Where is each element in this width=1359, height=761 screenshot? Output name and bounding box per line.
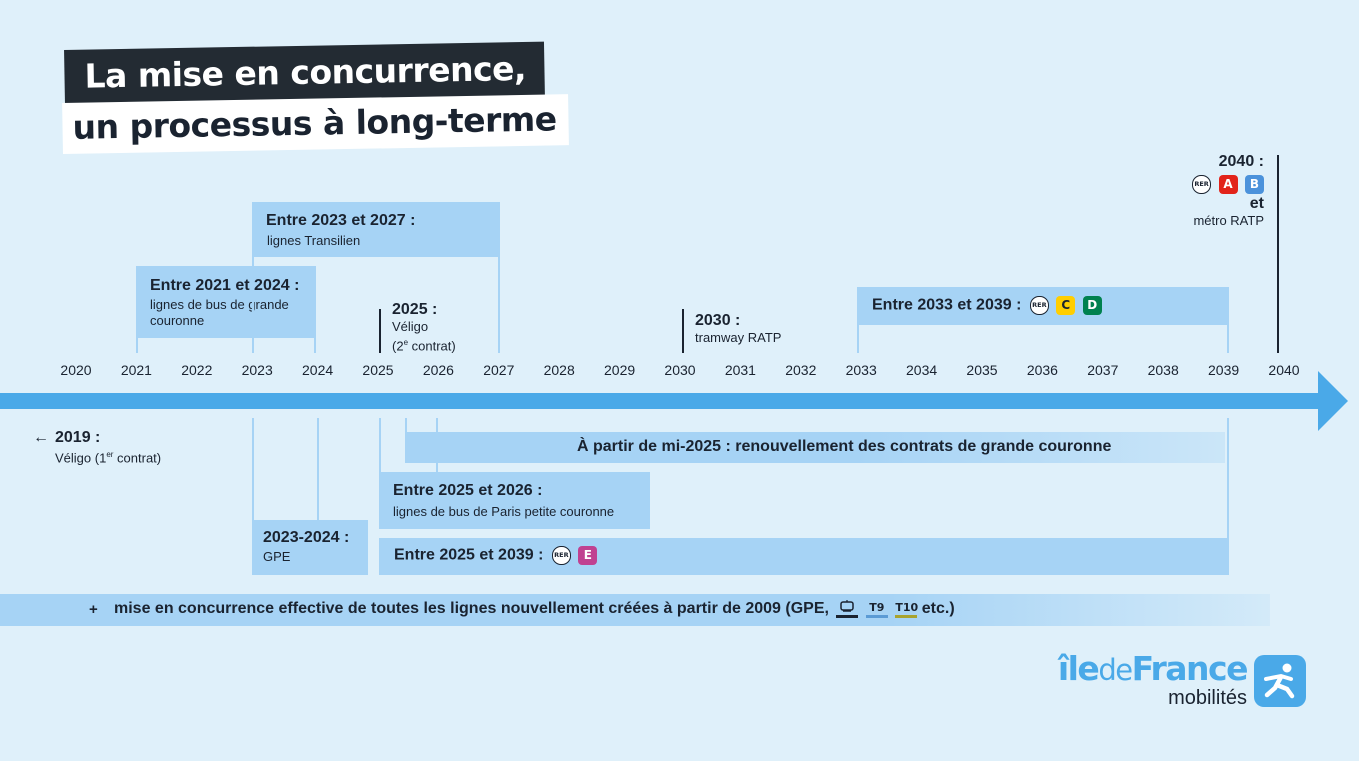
footer-band: + mise en concurrence effective de toute… [0, 594, 1270, 626]
year-label: 2038 [1147, 362, 1179, 378]
box-subtitle: lignes de bus de Paris petite couronne [393, 504, 615, 519]
milestone-2030: 2030 : tramway RATP [695, 312, 781, 346]
marker-line-2040 [1277, 155, 1279, 353]
box-2023-2027: Entre 2023 et 2027 : lignes Transilien [252, 202, 500, 257]
year-label: 2024 [302, 362, 334, 378]
timeline-arrow [0, 371, 1348, 431]
marker-line [252, 418, 254, 520]
box-2033-2039: Entre 2033 et 2039 : RER C D [857, 287, 1229, 325]
band-title: À partir de mi-2025 : renouvellement des… [577, 438, 1112, 455]
box-title: 2023-2024 : [263, 529, 350, 546]
band-mi-2025: À partir de mi-2025 : renouvellement des… [405, 432, 1225, 463]
box-subtitle: GPE [263, 549, 291, 564]
line-c-icon: C [1056, 296, 1076, 315]
box-title: Entre 2023 et 2027 : [266, 212, 416, 229]
box-title: Entre 2033 et 2039 : RER C D [872, 296, 1102, 315]
marker-line [252, 257, 254, 353]
year-label: 2027 [483, 362, 515, 378]
marker-line [379, 418, 381, 472]
milestone-subtitle: métro RATP [1193, 213, 1264, 228]
box-2021-2024: Entre 2021 et 2024 : lignes de bus de gr… [136, 266, 316, 338]
timeline-arrow-head [1318, 371, 1348, 431]
line-d-icon: D [1082, 296, 1102, 315]
year-label: 2033 [845, 362, 877, 378]
box-2025-2039: Entre 2025 et 2039 : RER E [379, 538, 1229, 575]
milestone-title: 2025 : [392, 301, 438, 318]
milestone-title: 2030 : [695, 312, 741, 329]
milestone-et: et [1249, 195, 1264, 212]
tram-icon [840, 600, 855, 612]
milestone-lines: RER A B [1192, 175, 1264, 194]
marker-line [314, 338, 316, 353]
tram-t-icon [836, 600, 859, 618]
milestone-title: ← 2019 : [33, 429, 101, 446]
year-label: 2032 [785, 362, 817, 378]
box-title: Entre 2025 et 2026 : [393, 482, 543, 499]
person-logo-icon [1254, 655, 1306, 707]
marker-line [405, 418, 407, 432]
year-label: 2026 [422, 362, 454, 378]
year-label: 2036 [1026, 362, 1058, 378]
milestone-2019: ← 2019 : Véligo (1er contrat) [33, 429, 161, 466]
marker-line [1227, 418, 1229, 538]
year-label: 2037 [1087, 362, 1119, 378]
box-title: Entre 2025 et 2039 : RER E [394, 546, 598, 565]
milestone-subtitle: Véligo (1er contrat) [55, 450, 162, 466]
year-label: 2040 [1268, 362, 1300, 378]
marker-line-2030 [682, 309, 684, 353]
logo-wordmark: îledeFrance [1057, 649, 1249, 688]
marker-line-2025 [379, 309, 381, 353]
line-b-icon: B [1245, 175, 1264, 194]
year-label: 2021 [120, 362, 152, 378]
milestone-2040: 2040 : RER A B et métro RATP [1192, 153, 1264, 229]
footer-plus: + [89, 601, 98, 618]
marker-line [136, 338, 138, 353]
year-label: 2039 [1208, 362, 1240, 378]
title-line-2: un processus à long-terme [62, 94, 570, 154]
box-2025-2026: Entre 2025 et 2026 : lignes de bus de Pa… [379, 472, 650, 529]
idf-mobilites-logo: îledeFrance mobilités [1057, 649, 1249, 709]
year-label: 2022 [181, 362, 213, 378]
year-label: 2020 [60, 362, 92, 378]
marker-line [498, 257, 500, 353]
rer-icon: RER [551, 546, 571, 565]
marker-line [317, 418, 319, 520]
year-label: 2034 [906, 362, 938, 378]
year-label: 2029 [604, 362, 636, 378]
box-subtitle: lignes Transilien [267, 233, 361, 248]
line-e-icon: E [578, 546, 598, 565]
milestone-title: 2040 : [1218, 153, 1264, 170]
logo-subtitle: mobilités [1168, 687, 1247, 709]
timeline-arrow-shaft [0, 393, 1322, 409]
tram-t10-icon: T10 [895, 600, 918, 618]
milestone-subtitle-2: (2e contrat) [392, 338, 456, 354]
year-label: 2025 [362, 362, 394, 378]
box-subtitle: couronne [150, 313, 205, 328]
box-title: Entre 2021 et 2024 : [150, 277, 300, 294]
person-icon [1264, 663, 1295, 699]
year-label: 2035 [966, 362, 998, 378]
rer-icon: RER [1192, 175, 1212, 194]
milestone-subtitle: tramway RATP [695, 330, 782, 345]
year-label: 2031 [724, 362, 756, 378]
milestone-2025: 2025 : Véligo (2e contrat) [392, 301, 456, 354]
year-label: 2028 [543, 362, 575, 378]
marker-line [857, 325, 859, 353]
rer-icon: RER [1029, 296, 1049, 315]
footer-text: mise en concurrence effective de toutes … [114, 600, 955, 618]
milestone-subtitle: Véligo [392, 319, 429, 334]
year-label: 2030 [664, 362, 696, 378]
box-subtitle: lignes de bus de grande [150, 297, 289, 312]
line-a-icon: A [1218, 175, 1238, 194]
marker-line [1227, 325, 1229, 353]
year-label: 2023 [241, 362, 273, 378]
box-2023-2024-gpe: 2023-2024 : GPE [252, 520, 368, 575]
tram-t9-icon: T9 [865, 600, 888, 618]
